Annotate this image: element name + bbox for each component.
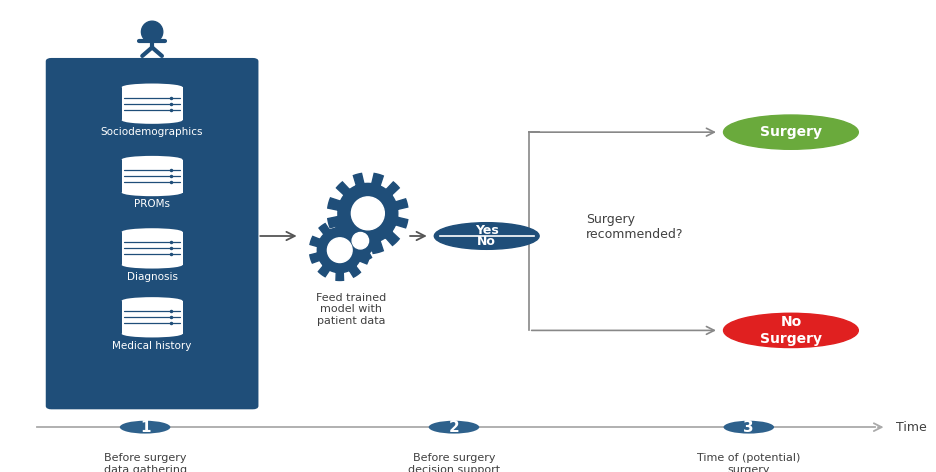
Text: 3: 3 (743, 420, 754, 435)
FancyBboxPatch shape (47, 59, 257, 408)
Ellipse shape (122, 117, 183, 124)
Ellipse shape (120, 421, 170, 434)
Text: Time of (potential)
surgery: Time of (potential) surgery (697, 453, 800, 472)
Text: No
Surgery: No Surgery (760, 315, 822, 346)
Ellipse shape (352, 233, 369, 249)
FancyBboxPatch shape (122, 87, 183, 120)
Ellipse shape (122, 84, 183, 91)
Ellipse shape (724, 313, 858, 347)
Ellipse shape (351, 197, 385, 230)
Text: Yes: Yes (475, 224, 499, 236)
Ellipse shape (122, 261, 183, 269)
Ellipse shape (141, 21, 163, 42)
Text: Diagnosis: Diagnosis (126, 272, 178, 282)
FancyBboxPatch shape (122, 232, 183, 265)
Ellipse shape (724, 421, 774, 434)
Text: 1: 1 (139, 420, 151, 435)
Text: PROMs: PROMs (134, 199, 170, 210)
Ellipse shape (122, 189, 183, 196)
FancyBboxPatch shape (122, 301, 183, 334)
Ellipse shape (122, 228, 183, 236)
Text: Before surgery
decision support: Before surgery decision support (408, 453, 500, 472)
Ellipse shape (434, 223, 539, 249)
FancyBboxPatch shape (122, 160, 183, 193)
Polygon shape (341, 221, 380, 261)
Ellipse shape (429, 421, 479, 434)
Text: 2: 2 (448, 420, 460, 435)
Text: Surgery: Surgery (760, 125, 822, 139)
Text: Before surgery
data gathering: Before surgery data gathering (104, 453, 186, 472)
Text: Feed trained
model with
patient data: Feed trained model with patient data (315, 293, 387, 326)
Text: Time: Time (896, 421, 927, 434)
Ellipse shape (724, 115, 858, 149)
Text: No: No (477, 236, 496, 248)
Text: Medical history: Medical history (112, 341, 192, 351)
Text: Surgery
recommended?: Surgery recommended? (586, 212, 683, 241)
Polygon shape (328, 173, 408, 253)
Ellipse shape (122, 330, 183, 337)
Text: Sociodemographics: Sociodemographics (101, 127, 203, 137)
Ellipse shape (328, 238, 352, 262)
Ellipse shape (122, 156, 183, 163)
Ellipse shape (122, 297, 183, 304)
Polygon shape (310, 220, 370, 280)
